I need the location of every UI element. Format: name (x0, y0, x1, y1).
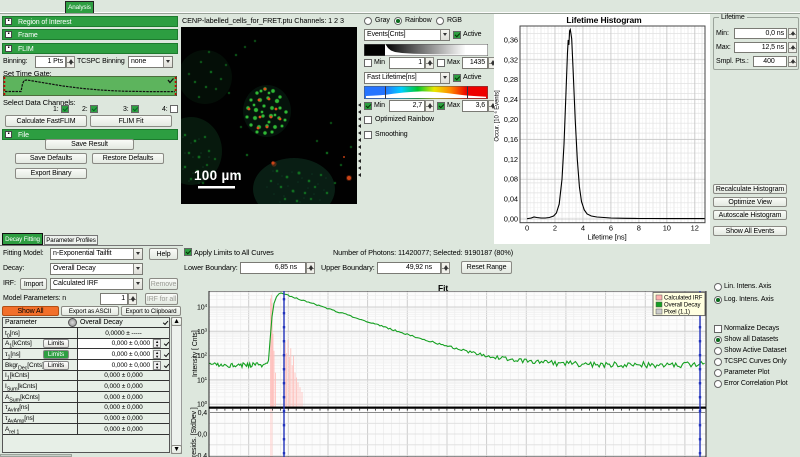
svg-text:103: 103 (197, 327, 208, 336)
svg-text:10: 10 (663, 224, 671, 233)
svg-text:0,16: 0,16 (504, 135, 518, 144)
svg-text:0,08: 0,08 (504, 175, 518, 184)
svg-text:0,0: 0,0 (198, 432, 208, 439)
svg-text:100: 100 (197, 400, 208, 409)
svg-text:Pixel (1,1): Pixel (1,1) (664, 310, 690, 316)
svg-text:100 µm: 100 µm (194, 168, 242, 183)
svg-text:104: 104 (197, 303, 208, 312)
svg-text:Lifetime [ns]: Lifetime [ns] (587, 233, 626, 242)
svg-text:0,04: 0,04 (504, 195, 518, 204)
svg-text:Lifetime Histogram: Lifetime Histogram (566, 15, 642, 25)
svg-text:-0,4: -0,4 (195, 453, 207, 457)
svg-text:0,20: 0,20 (504, 115, 518, 124)
svg-text:6: 6 (609, 224, 613, 233)
svg-text:0,32: 0,32 (504, 55, 518, 64)
svg-text:0,4: 0,4 (198, 410, 208, 417)
svg-text:0: 0 (525, 224, 529, 233)
svg-text:0,28: 0,28 (504, 75, 518, 84)
svg-text:12: 12 (691, 224, 699, 233)
svg-text:0,00: 0,00 (504, 215, 518, 224)
svg-text:Calculated IRF: Calculated IRF (664, 296, 703, 302)
svg-text:0,24: 0,24 (504, 95, 518, 104)
svg-text:Overall Decay: Overall Decay (664, 303, 700, 309)
svg-text:4: 4 (581, 224, 585, 233)
svg-text:101: 101 (197, 376, 208, 385)
svg-text:8: 8 (637, 224, 641, 233)
svg-text:2: 2 (553, 224, 557, 233)
svg-text:Occur. [10 ⁶ Events]: Occur. [10 ⁶ Events] (494, 90, 501, 142)
svg-text:0,12: 0,12 (504, 155, 518, 164)
svg-text:102: 102 (197, 352, 208, 361)
svg-text:0,36: 0,36 (504, 35, 518, 44)
